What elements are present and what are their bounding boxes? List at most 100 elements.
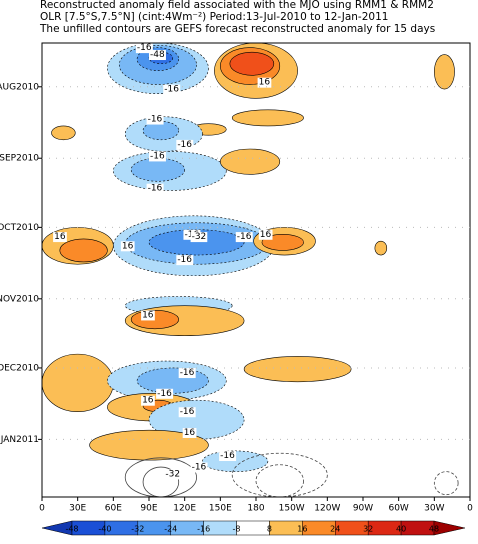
anomaly-fill [220, 148, 281, 175]
contour-label-bg [156, 388, 174, 399]
contour-label: 16 [184, 428, 196, 438]
anomaly-fill [89, 429, 209, 461]
contour-label-bg [141, 395, 155, 406]
colorbar-label: 24 [330, 525, 340, 534]
contour-label-bg [182, 427, 197, 438]
x-tick-label: 120W [314, 504, 340, 514]
contour-label-bg [176, 255, 194, 266]
contour-label: -16 [220, 451, 235, 461]
colorbar-label: -40 [98, 525, 111, 534]
forecast-contour [433, 471, 459, 496]
y-tick-label: DEC2010 [0, 363, 39, 373]
colorbar-label: 8 [267, 525, 272, 534]
anomaly-fill [374, 240, 388, 256]
contour-label: -16 [180, 407, 195, 417]
anomaly-fill [148, 229, 245, 256]
x-tick-label: 150W [279, 504, 305, 514]
contour-label-bg [146, 114, 164, 125]
contour-label-bg [148, 151, 166, 162]
contour-label-bg [53, 232, 67, 243]
contour-label-bg [148, 50, 166, 61]
colorbar-label: -16 [197, 525, 210, 534]
contour-label-bg [178, 368, 196, 379]
contour-label-bg [258, 229, 273, 240]
contour-label: -16 [137, 43, 152, 53]
x-tick-label: 30E [69, 504, 86, 514]
colorbar-label: 32 [363, 525, 373, 534]
contour-label: 16 [122, 241, 134, 251]
contour-label: -16 [177, 255, 192, 265]
colorbar-label: -8 [233, 525, 241, 534]
x-tick-label: 120E [173, 504, 196, 514]
contour-label: -32 [165, 469, 180, 479]
contour-label-bg [257, 77, 272, 88]
x-tick-label: 90W [353, 504, 373, 514]
colorbar-end [433, 520, 466, 536]
x-tick-label: 180 [247, 504, 264, 514]
title-line: The unfilled contours are GEFS forecast … [39, 23, 435, 35]
contour-label: -16 [157, 389, 172, 399]
colorbar-cell [236, 520, 270, 536]
colorbar-label: -48 [65, 525, 78, 534]
contour-label: 16 [54, 232, 66, 242]
y-tick-label: NOV2010 [0, 294, 39, 304]
x-tick-label: 0 [39, 504, 45, 514]
anomaly-fill [434, 54, 455, 90]
x-tick-label: 60W [388, 504, 408, 514]
contour-label: -16 [148, 115, 163, 125]
colorbar-label: -32 [131, 525, 144, 534]
contour-label-bg [141, 310, 155, 321]
colorbar-label: 48 [429, 525, 439, 534]
contour-label: 16 [259, 78, 271, 88]
anomaly-fill [202, 450, 269, 472]
forecast-contour [255, 464, 304, 498]
contour-label: -16 [177, 140, 192, 150]
contour-label-bg [135, 43, 153, 54]
contour-label-bg [190, 232, 208, 243]
colorbar-label: 16 [297, 525, 307, 534]
anomaly-fill [130, 157, 185, 182]
y-tick-label: AUG2010 [0, 82, 39, 92]
x-tick-label: 0 [467, 504, 473, 514]
contour-label: -16 [164, 85, 179, 95]
x-tick-label: 30W [424, 504, 444, 514]
anomaly-fill [51, 125, 76, 141]
anomaly-fill [148, 399, 245, 440]
y-tick-label: SEP2010 [0, 154, 39, 164]
contour-label: -16 [237, 232, 252, 242]
x-tick-label: 60E [105, 504, 122, 514]
contour-label: -16 [150, 151, 165, 161]
contour-label: -48 [150, 50, 165, 60]
anomaly-fill [231, 109, 304, 127]
contour-label: -16 [180, 368, 195, 378]
x-tick-label: 150E [209, 504, 232, 514]
contour-label-bg [120, 241, 135, 252]
anomaly-fill [130, 310, 180, 330]
contour-label-bg [176, 139, 194, 150]
contour-label: 16 [142, 310, 154, 320]
title-line: Reconstructed anomaly field associated w… [40, 0, 434, 11]
title-line: OLR [7.5°S,7.5°N] (cint:4Wm⁻²) Period:13… [40, 11, 388, 23]
anomaly-fill [59, 238, 108, 263]
contour-label-bg [163, 84, 181, 95]
contour-label-bg [164, 469, 182, 480]
contour-label: -16 [148, 184, 163, 194]
x-tick-label: 90E [140, 504, 157, 514]
anomaly-fill [243, 356, 352, 383]
forecast-contour [124, 457, 197, 498]
anomaly-fill [229, 51, 275, 76]
colorbar-label: -24 [164, 525, 177, 534]
contour-label-bg [235, 232, 253, 243]
contour-label: 16 [142, 396, 154, 406]
contour-label-bg [219, 451, 237, 462]
contour-label: -16 [192, 463, 207, 473]
contour-label-bg [146, 183, 164, 194]
contour-label-bg [190, 462, 208, 473]
anomaly-fill [41, 353, 114, 413]
contour-label: -32 [192, 232, 207, 242]
contour-label: 16 [260, 230, 272, 240]
contour-label-bg [178, 407, 196, 418]
y-tick-label: OCT2010 [0, 223, 39, 233]
colorbar-label: 40 [396, 525, 406, 534]
